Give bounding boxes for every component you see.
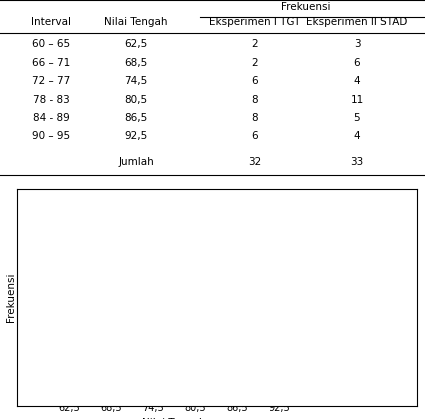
Text: Eksperimen I TGT: Eksperimen I TGT — [209, 17, 300, 27]
Bar — [96, 362, 111, 394]
Text: 60 – 65: 60 – 65 — [32, 39, 70, 49]
Text: Nilai Tengah: Nilai Tengah — [104, 17, 168, 27]
Text: 6: 6 — [269, 286, 275, 296]
Text: 6: 6 — [143, 286, 149, 296]
Text: 33: 33 — [350, 157, 364, 167]
Text: 32: 32 — [248, 157, 262, 167]
Text: 2: 2 — [252, 58, 258, 68]
Text: 4: 4 — [158, 318, 164, 328]
Text: 2: 2 — [252, 39, 258, 49]
Text: 6: 6 — [116, 286, 122, 296]
Text: 5: 5 — [354, 113, 360, 123]
Bar — [237, 313, 252, 394]
Text: 62,5: 62,5 — [125, 39, 147, 49]
Text: 78 - 83: 78 - 83 — [33, 95, 69, 105]
Text: 6: 6 — [252, 76, 258, 86]
Legend: EKSPERIMEN I, EKSPERIMEN II: EKSPERIMEN I, EKSPERIMEN II — [322, 216, 418, 245]
Y-axis label: Frekuensi: Frekuensi — [6, 273, 16, 322]
Bar — [69, 346, 84, 394]
Text: 92,5: 92,5 — [125, 132, 147, 142]
Bar — [153, 330, 168, 394]
Text: 3: 3 — [74, 334, 79, 344]
Bar — [111, 297, 126, 394]
Text: 4: 4 — [283, 318, 290, 328]
Text: 72 – 77: 72 – 77 — [32, 76, 70, 86]
Text: 6: 6 — [354, 58, 360, 68]
Text: 8: 8 — [252, 95, 258, 105]
Bar — [54, 362, 69, 394]
Text: 66 – 71: 66 – 71 — [32, 58, 70, 68]
Text: Jumlah: Jumlah — [118, 157, 154, 167]
Text: 90 – 95: 90 – 95 — [32, 132, 70, 142]
Text: 8: 8 — [227, 254, 233, 264]
Text: 5: 5 — [241, 302, 248, 312]
Bar — [139, 297, 153, 394]
Text: 84 - 89: 84 - 89 — [33, 113, 69, 123]
Text: 11: 11 — [196, 206, 209, 215]
Text: Frekuensi: Frekuensi — [281, 3, 331, 13]
Text: Eksperimen II STAD: Eksperimen II STAD — [306, 17, 408, 27]
Bar — [279, 330, 294, 394]
Text: 6: 6 — [252, 132, 258, 142]
Bar — [195, 217, 210, 394]
Text: 4: 4 — [354, 132, 360, 142]
Bar — [181, 265, 195, 394]
Text: 8: 8 — [252, 113, 258, 123]
Text: 86,5: 86,5 — [125, 113, 147, 123]
Text: 11: 11 — [350, 95, 364, 105]
Text: 4: 4 — [354, 76, 360, 86]
Text: 68,5: 68,5 — [125, 58, 147, 68]
Text: 8: 8 — [185, 254, 191, 264]
Text: 3: 3 — [354, 39, 360, 49]
Text: Interval: Interval — [31, 17, 71, 27]
Text: 74,5: 74,5 — [125, 76, 147, 86]
Text: 2: 2 — [59, 350, 65, 360]
Bar — [223, 265, 237, 394]
Bar — [265, 297, 279, 394]
Text: 80,5: 80,5 — [125, 95, 147, 105]
Text: 2: 2 — [101, 350, 107, 360]
